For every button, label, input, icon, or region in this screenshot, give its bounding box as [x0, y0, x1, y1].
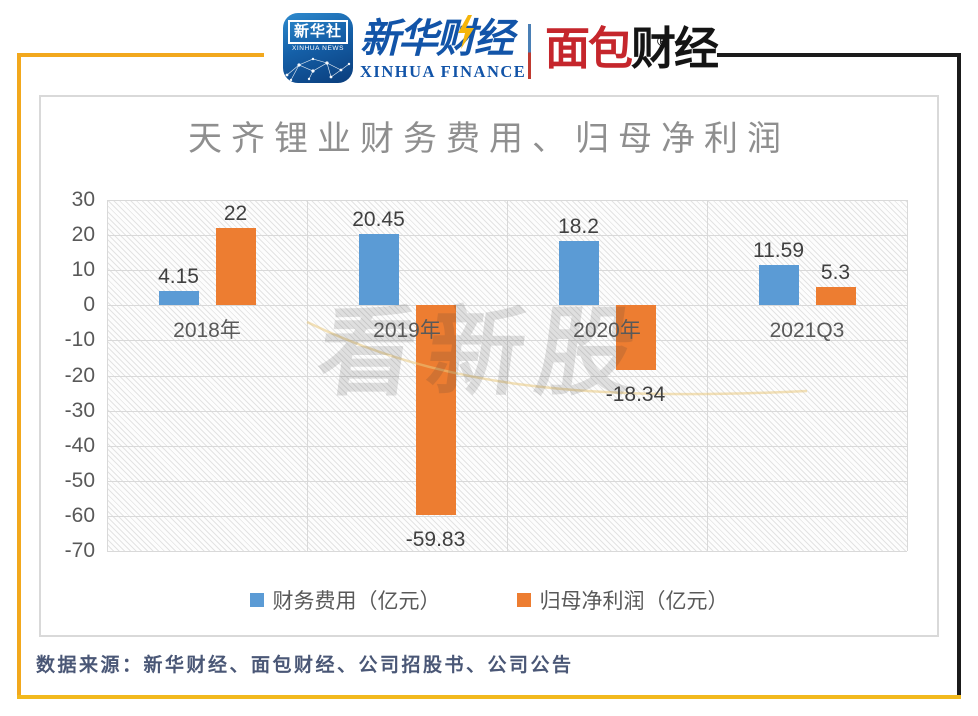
y-axis-tick-label: -20 — [64, 363, 95, 387]
data-label: 5.3 — [820, 260, 851, 284]
legend-item-net-profit: 归母净利润（亿元） — [516, 585, 729, 615]
data-label: 4.15 — [158, 264, 199, 288]
app-icon-subtitle: XINHUA NEWS — [291, 45, 345, 52]
frame-bottom-border — [17, 695, 961, 699]
y-axis-tick-label: -40 — [64, 433, 95, 457]
bar-financial-expense — [758, 264, 799, 306]
bar-financial-expense — [358, 233, 399, 306]
category-label: 2021Q3 — [769, 319, 845, 343]
gridline-vertical — [707, 200, 708, 551]
mianbao-red-text: 面包 — [545, 23, 633, 74]
data-label: -18.34 — [605, 382, 666, 406]
chart-card: 天齐锂业财务费用、归母净利润 30 20 10 0 -10 -20 -30 -40 -50 -60… — [39, 95, 939, 637]
y-axis-tick-label: 20 — [71, 223, 95, 247]
category-label: 2018年 — [173, 319, 241, 343]
frame-left-border — [17, 53, 21, 699]
registered-mark: ® — [657, 33, 668, 49]
gridline-vertical — [107, 200, 108, 551]
bar-net-profit — [615, 305, 656, 370]
category-label: 2019年 — [373, 319, 441, 343]
xinhua-news-app-icon: 新华社 XINHUA NEWS — [283, 13, 353, 83]
legend-swatch-orange — [516, 593, 531, 607]
xinhua-finance-logo: 新华财经 XINHUA FINANCE — [360, 15, 527, 82]
y-axis-tick-label: -10 — [64, 328, 95, 352]
data-label: 11.59 — [753, 238, 804, 262]
legend-swatch-blue — [249, 593, 264, 607]
logo-divider — [528, 24, 531, 79]
bar-net-profit — [215, 228, 256, 306]
data-label: 18.2 — [558, 215, 599, 239]
category-label: 2020年 — [573, 319, 641, 343]
bar-net-profit — [415, 305, 456, 516]
xinhua-finance-en: XINHUA FINANCE — [360, 62, 527, 81]
network-pattern-icon — [285, 57, 351, 81]
footer-source: 数据来源：新华财经、面包财经、公司招股书、公司公告 — [36, 655, 574, 676]
watermark-arc — [306, 320, 808, 396]
xinhua-finance-cn: 新华财经 — [360, 15, 525, 61]
plot-area: 看新股 2018年 4.15 22 2019年 20.45 -59.83 2020年 18.2… — [107, 200, 908, 552]
xinhua-finance-cn-text: 新华财经 — [360, 16, 514, 61]
frame-top-yellow-line — [17, 53, 264, 57]
gridline-vertical — [507, 200, 508, 551]
bar-financial-expense — [158, 290, 199, 306]
data-label: -59.83 — [405, 528, 466, 552]
legend-label-net-profit: 归母净利润（亿元） — [539, 590, 729, 613]
legend-item-financial-expense: 财务费用（亿元） — [249, 585, 441, 615]
y-axis-tick-label: -60 — [64, 503, 95, 527]
frame-top-black-line — [717, 53, 961, 57]
gridline-vertical — [907, 200, 908, 551]
data-label: 20.45 — [352, 207, 405, 231]
y-axis-tick-label: -70 — [64, 539, 95, 562]
mianbao-finance-logo: 面包财经 ® — [545, 23, 719, 74]
app-icon-title: 新华社 — [287, 20, 348, 44]
chart-title: 天齐锂业财务费用、归母净利润 — [188, 120, 790, 158]
gridline-horizontal — [107, 551, 907, 552]
mianbao-black-text: 财经 — [631, 23, 719, 74]
bar-financial-expense — [558, 241, 599, 306]
y-axis-tick-label: 0 — [83, 293, 95, 317]
lightning-bolt-icon — [458, 15, 474, 49]
legend-label-financial-expense: 财务费用（亿元） — [272, 590, 441, 613]
frame-right-border — [957, 53, 961, 699]
data-label: 22 — [223, 202, 248, 226]
legend: 财务费用（亿元） 归母净利润（亿元） — [41, 585, 937, 615]
y-axis-tick-label: -30 — [64, 398, 95, 422]
y-axis: 30 20 10 0 -10 -20 -30 -40 -50 -60 -70 — [41, 188, 98, 562]
y-axis-tick-label: -50 — [64, 468, 95, 492]
gridline-vertical — [307, 200, 308, 551]
y-axis-tick-label: 10 — [71, 258, 95, 282]
bar-net-profit — [815, 286, 856, 306]
y-axis-tick-label: 30 — [71, 188, 95, 211]
